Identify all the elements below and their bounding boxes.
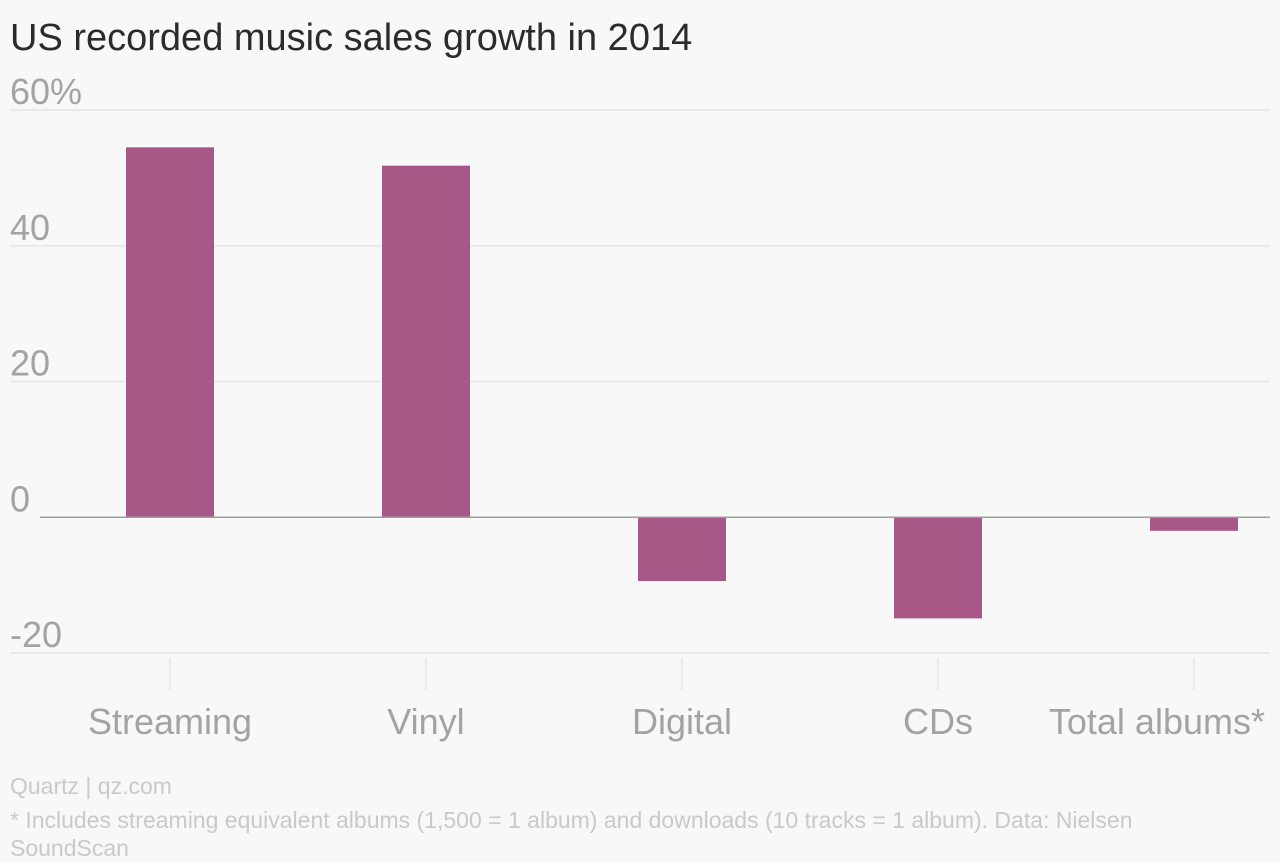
bar-total-albums xyxy=(1150,517,1238,531)
x-tick-label: CDs xyxy=(903,701,973,742)
y-tick-label: 40 xyxy=(10,207,50,248)
x-tick-label: Total albums* xyxy=(1049,701,1265,742)
x-axis-tick-labels: Streaming Vinyl Digital CDs Total albums* xyxy=(88,701,1265,742)
footnote: * Includes streaming equivalent albums (… xyxy=(10,807,1133,861)
bars xyxy=(126,147,1238,619)
x-tick-label: Streaming xyxy=(88,701,252,742)
gridlines xyxy=(10,109,1270,654)
x-axis-ticks xyxy=(169,658,1195,690)
y-tick-label: 0 xyxy=(10,478,30,519)
y-tick-label: 20 xyxy=(10,343,50,384)
y-tick-label: 60% xyxy=(10,71,82,112)
y-axis-tick-labels: 60% 40 20 0 -20 xyxy=(10,71,82,655)
x-tick-label: Digital xyxy=(632,701,732,742)
chart-title: US recorded music sales growth in 2014 xyxy=(10,17,693,59)
x-tick-label: Vinyl xyxy=(387,701,464,742)
y-tick-label: -20 xyxy=(10,614,62,655)
source-credit: Quartz | qz.com xyxy=(10,773,172,799)
bar-vinyl xyxy=(382,165,470,518)
bar-digital xyxy=(638,517,726,582)
bar-chart: 60% 40 20 0 -20 Streaming Vinyl Digital CDs Tota… xyxy=(10,71,1270,742)
bar-streaming xyxy=(126,147,214,518)
bar-cds xyxy=(894,517,982,619)
